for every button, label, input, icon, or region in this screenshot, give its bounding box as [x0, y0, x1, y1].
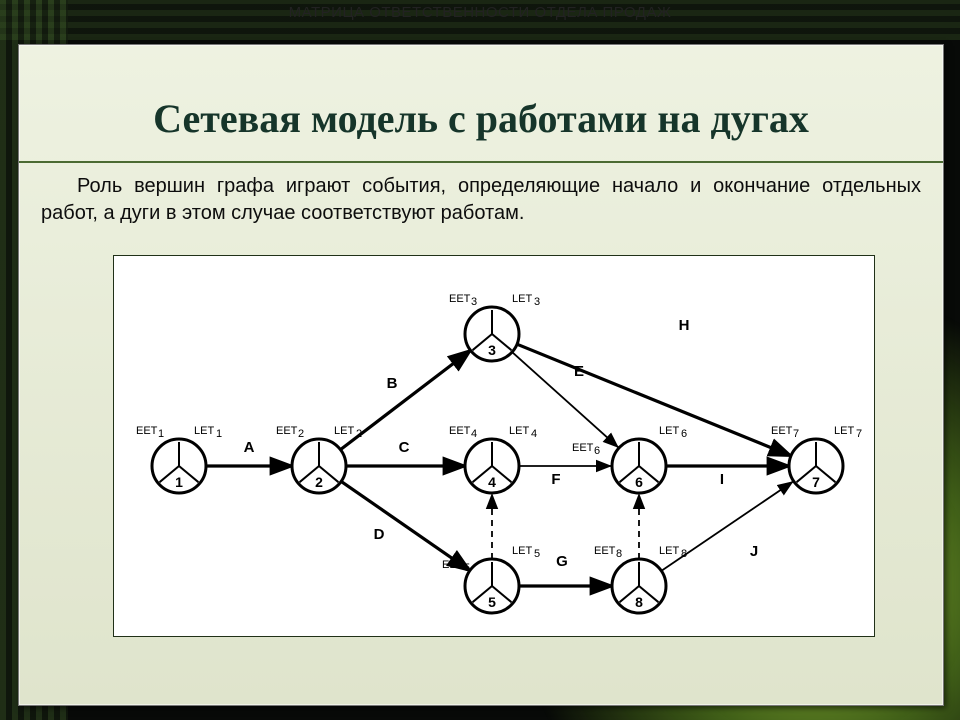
eet-label: EET	[276, 425, 298, 437]
eet-label: EET	[594, 545, 616, 557]
body-paragraph: Роль вершин графа играют события, опреде…	[41, 173, 921, 227]
eet-label: EET	[136, 425, 158, 437]
node-number: 6	[635, 474, 643, 490]
node-number: 5	[488, 594, 496, 610]
let-sub: 8	[681, 548, 687, 560]
eet-sub: 7	[793, 428, 799, 440]
body-text-content: Роль вершин графа играют события, опреде…	[41, 175, 921, 224]
let-sub: 6	[681, 428, 687, 440]
slide-background: МАТРИЦА ОТВЕТСТВЕННОСТИ ОТДЕЛА ПРОДАЖ Се…	[0, 0, 960, 720]
eet-sub: 2	[298, 428, 304, 440]
edge-label: G	[556, 553, 568, 570]
eet-sub: 5	[464, 562, 470, 574]
let-label: LET	[659, 425, 679, 437]
eet-label: EET	[771, 425, 793, 437]
edge-label: C	[399, 439, 410, 456]
eet-label: EET	[449, 425, 471, 437]
edge-label: I	[720, 471, 724, 488]
edge-label: J	[750, 543, 758, 560]
let-label: LET	[659, 545, 679, 557]
title-divider	[19, 161, 943, 163]
let-sub: 3	[534, 296, 540, 308]
node-number: 3	[488, 342, 496, 358]
edge	[517, 344, 791, 456]
eet-label: EET	[442, 559, 464, 571]
slide-title: Сетевая модель с работами на дугах	[19, 95, 943, 142]
let-label: LET	[509, 425, 529, 437]
let-sub: 2	[356, 428, 362, 440]
edge-label: D	[374, 526, 385, 543]
let-sub: 5	[534, 548, 540, 560]
let-sub: 7	[856, 428, 862, 440]
eet-sub: 6	[594, 445, 600, 457]
let-label: LET	[334, 425, 354, 437]
let-label: LET	[834, 425, 854, 437]
node-number: 4	[488, 474, 496, 490]
node-number: 1	[175, 474, 183, 490]
edge-label: H	[679, 317, 690, 334]
eet-sub: 1	[158, 428, 164, 440]
edge-label: B	[387, 375, 398, 392]
edge	[341, 481, 470, 570]
network-diagram: ABCDEFGHIJ12345678EET1LET1EET2LET2EET3LE…	[113, 255, 875, 637]
let-label: LET	[194, 425, 214, 437]
node-number: 8	[635, 594, 643, 610]
eet-sub: 3	[471, 296, 477, 308]
let-label: LET	[512, 293, 532, 305]
edge-label: F	[551, 471, 560, 488]
eet-label: EET	[572, 442, 594, 454]
content-panel: Сетевая модель с работами на дугах Роль …	[18, 44, 944, 706]
eet-sub: 4	[471, 428, 477, 440]
edge-label: A	[244, 439, 255, 456]
node-number: 2	[315, 474, 323, 490]
header-caption: МАТРИЦА ОТВЕТСТВЕННОСТИ ОТДЕЛА ПРОДАЖ	[0, 0, 960, 21]
let-sub: 1	[216, 428, 222, 440]
eet-sub: 8	[616, 548, 622, 560]
let-sub: 4	[531, 428, 537, 440]
eet-label: EET	[449, 293, 471, 305]
node-number: 7	[812, 474, 820, 490]
let-label: LET	[512, 545, 532, 557]
network-svg: ABCDEFGHIJ12345678EET1LET1EET2LET2EET3LE…	[114, 256, 874, 636]
